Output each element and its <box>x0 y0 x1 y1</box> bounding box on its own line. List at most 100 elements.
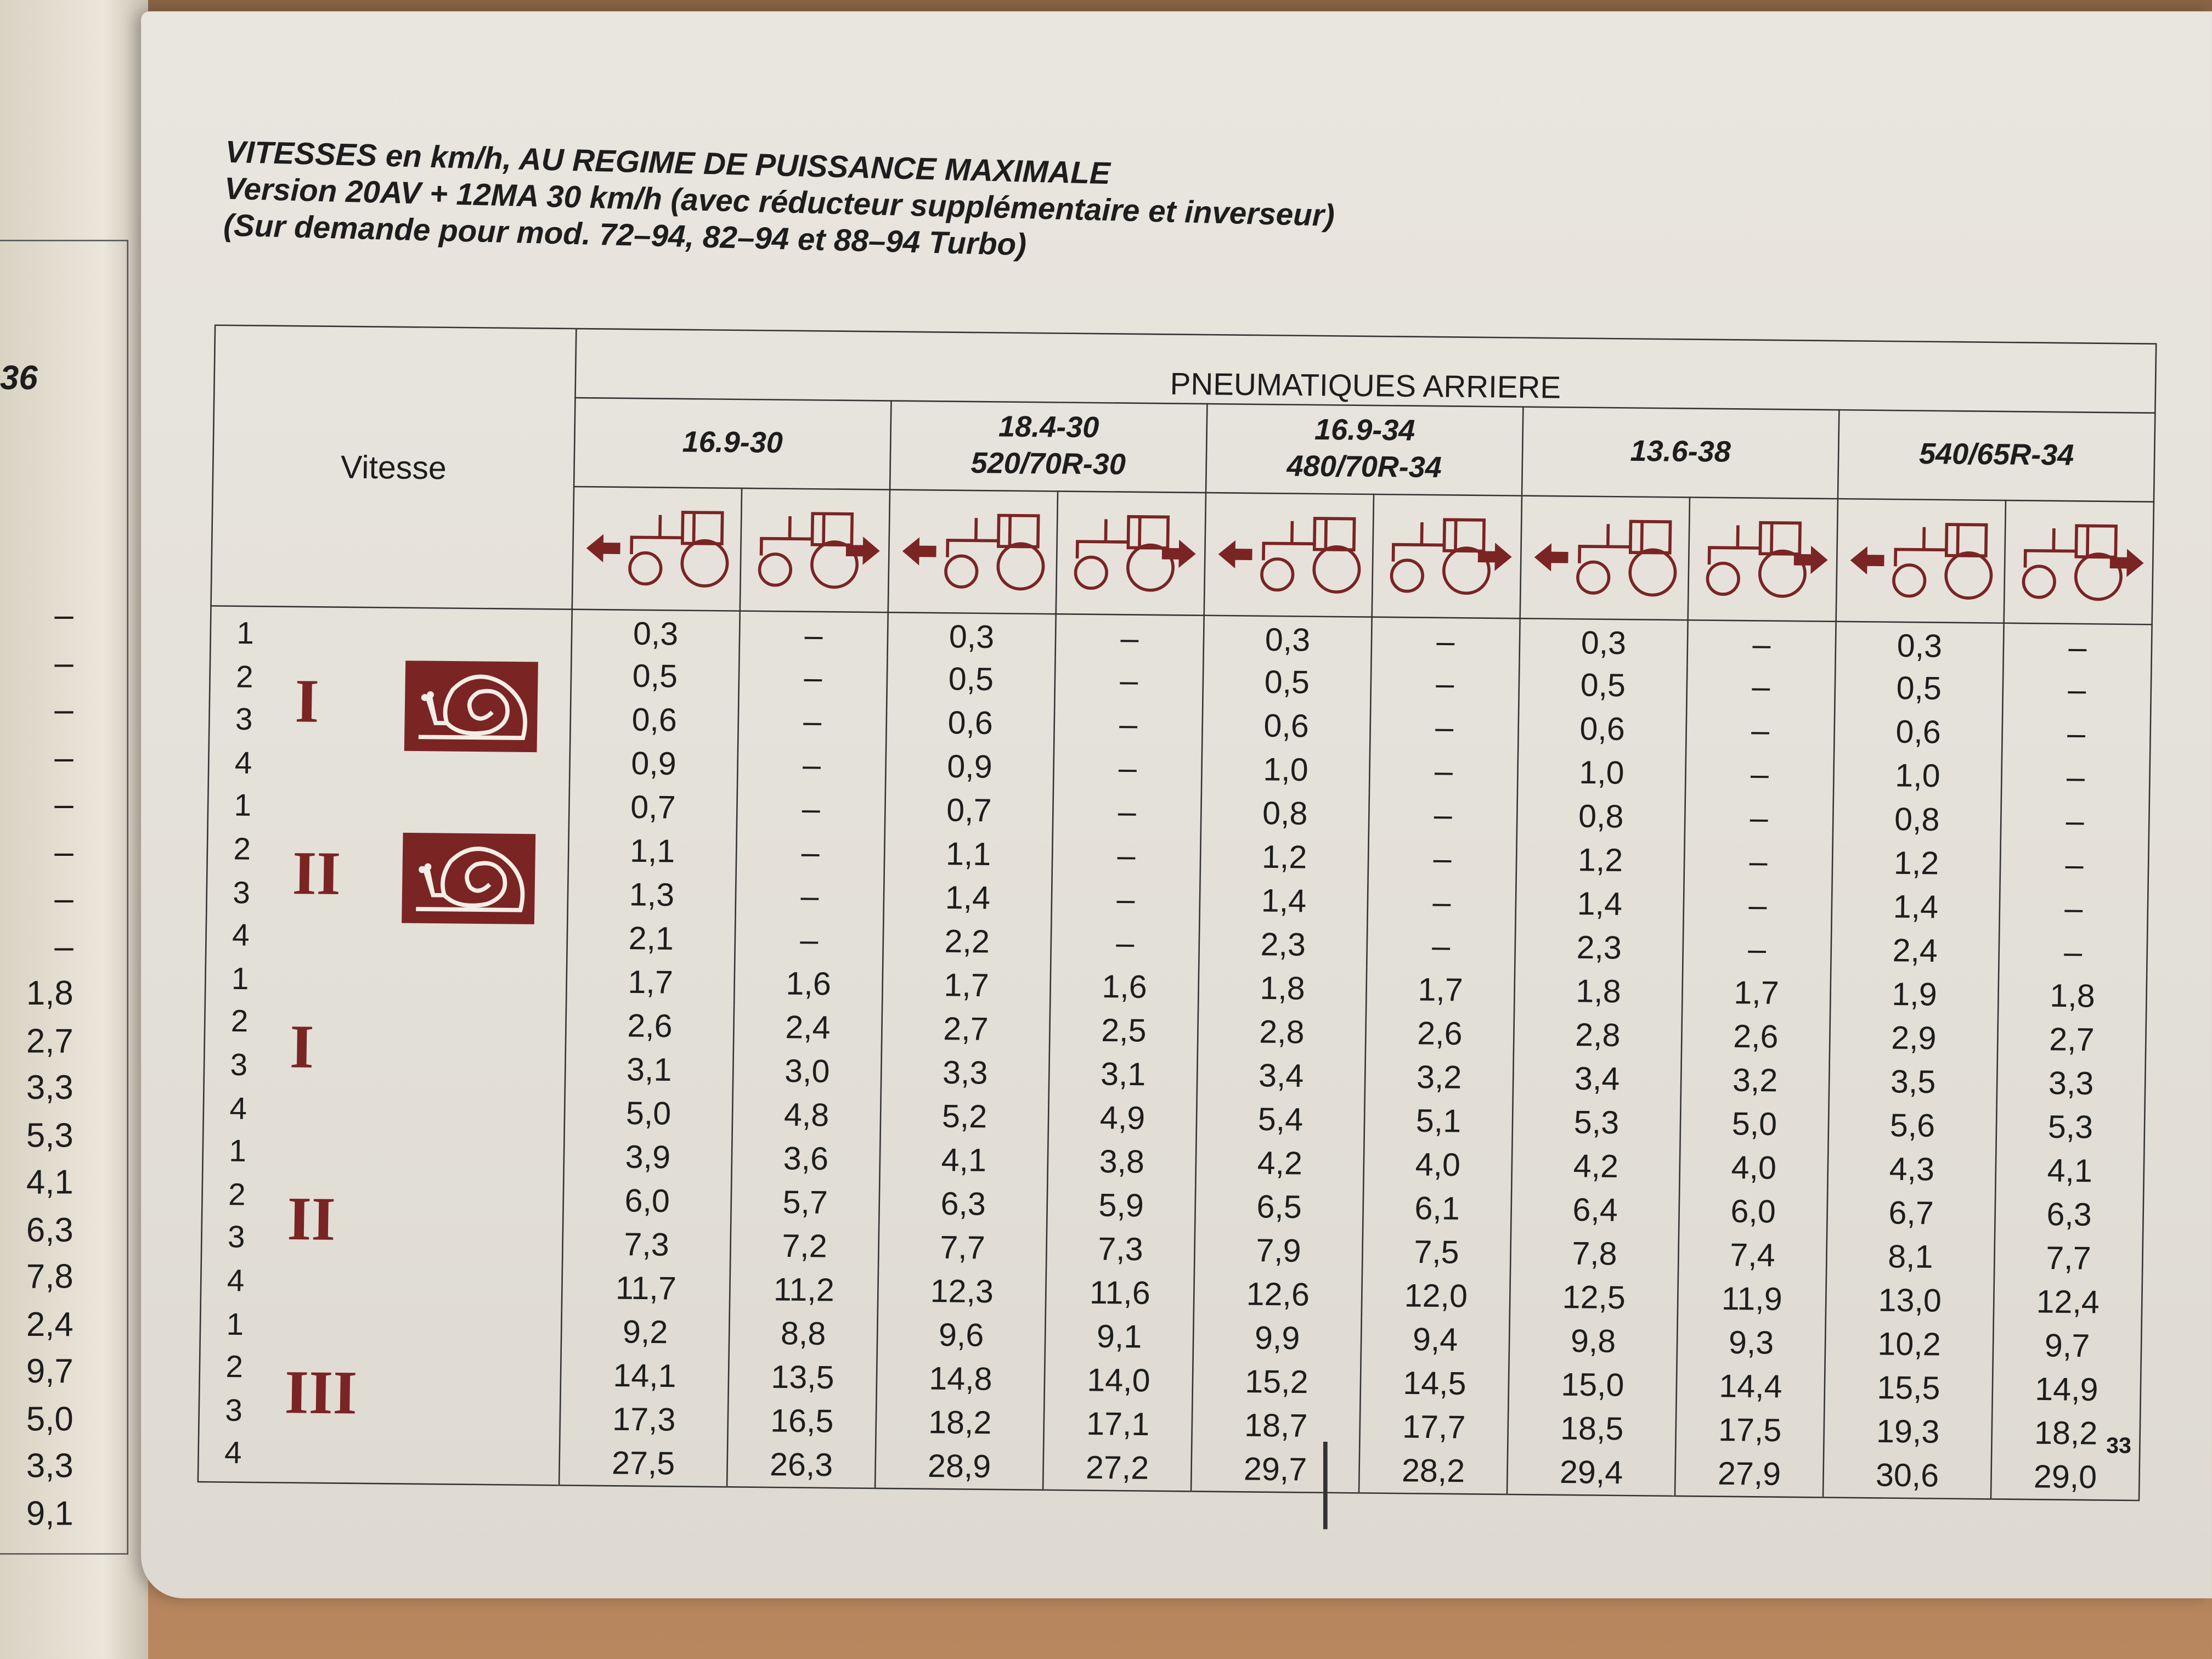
reverse-speed-cell: 3,6 <box>731 1136 881 1182</box>
forward-speed-cell: 0,5 <box>887 657 1056 702</box>
reverse-speed-cell: 1,7 <box>1682 970 1831 1016</box>
left-page-value: – <box>54 927 74 966</box>
reverse-speed-cell: – <box>738 699 887 744</box>
forward-speed-cell: 6,0 <box>563 1178 732 1224</box>
forward-speed-cell: 4,3 <box>1827 1147 1996 1192</box>
forward-speed-cell: 0,3 <box>1519 618 1688 665</box>
left-page-value: – <box>54 738 74 777</box>
reverse-speed-cell: – <box>1999 886 2148 932</box>
forward-speed-cell: 2,6 <box>565 1003 735 1049</box>
reverse-speed-cell: – <box>1367 923 1516 969</box>
tractor-reverse-arrow-right-icon <box>2004 500 2154 625</box>
vitesse-header: Vitesse <box>211 325 577 610</box>
tire-size-label: 540/65R-34 <box>1918 438 2074 472</box>
reverse-speed-cell: – <box>1371 617 1520 663</box>
forward-speed-cell: 0,8 <box>1200 791 1369 837</box>
reverse-speed-cell: 2,6 <box>1681 1014 1830 1059</box>
reverse-speed-cell: 1,7 <box>1366 967 1515 1013</box>
tire-size-label: 18.4-30 <box>998 411 1099 445</box>
left-page-value: – <box>54 786 74 824</box>
tire-size-label: 13.6-38 <box>1630 435 1731 469</box>
forward-speed-cell: 0,8 <box>1832 797 2001 843</box>
forward-speed-cell: 6,5 <box>1195 1184 1364 1230</box>
reverse-speed-cell: 7,5 <box>1362 1229 1511 1275</box>
left-page: 36 – – – – – – – – 1,8 2,7 3,3 5,3 4,1 6,3 7,8 2,4 9,7 5,… <box>0 0 148 1659</box>
reverse-speed-cell: 11,6 <box>1045 1270 1194 1316</box>
forward-speed-cell: 5,4 <box>1196 1097 1365 1143</box>
reverse-speed-cell: – <box>1053 746 1203 791</box>
reverse-speed-cell: – <box>1685 752 1835 797</box>
forward-speed-cell: 1,2 <box>1200 834 1369 881</box>
left-page-value: 3,3 <box>26 1447 74 1486</box>
reverse-speed-cell: – <box>736 830 885 876</box>
forward-speed-cell: 5,0 <box>564 1091 733 1136</box>
reverse-speed-cell: 9,3 <box>1677 1320 1826 1365</box>
reverse-speed-cell: 12,0 <box>1361 1273 1510 1319</box>
forward-speed-cell: 3,9 <box>563 1135 732 1180</box>
range-label: I <box>294 667 320 736</box>
reverse-speed-cell: – <box>1367 880 1516 926</box>
reverse-speed-cell: – <box>1368 836 1517 882</box>
gear-number: 1 <box>234 788 252 823</box>
gear-number: 4 <box>229 1090 247 1126</box>
forward-speed-cell: 0,5 <box>1519 663 1688 708</box>
forward-speed-cell: 4,2 <box>1511 1143 1680 1189</box>
reverse-speed-cell: – <box>1370 705 1519 751</box>
reverse-speed-cell: 3,2 <box>1364 1054 1514 1100</box>
reverse-speed-cell: – <box>1370 661 1520 707</box>
reverse-speed-cell: 14,4 <box>1676 1363 1825 1409</box>
reverse-speed-cell: 4,9 <box>1048 1095 1197 1141</box>
gear-number: 4 <box>224 1435 242 1471</box>
tire-size-label: 520/70R-30 <box>970 447 1126 482</box>
reverse-speed-cell: 3,2 <box>1680 1058 1830 1103</box>
reverse-speed-cell: 3,8 <box>1047 1139 1197 1184</box>
reverse-speed-cell: 13,5 <box>728 1355 877 1400</box>
reverse-speed-cell: 3,3 <box>1996 1060 2146 1106</box>
reverse-speed-cell: – <box>1051 877 1200 922</box>
tractor-reverse-arrow-right-icon <box>1056 491 1206 616</box>
forward-speed-cell: 9,8 <box>1509 1318 1678 1364</box>
forward-speed-cell: 27,5 <box>559 1440 728 1487</box>
forward-speed-cell: 6,3 <box>879 1181 1048 1227</box>
forward-speed-cell: 2,2 <box>883 919 1052 964</box>
forward-speed-cell: 1,0 <box>1517 750 1686 796</box>
left-page-value: 3,3 <box>26 1069 74 1108</box>
forward-speed-cell: 14,8 <box>876 1356 1045 1402</box>
reverse-speed-cell: 4,0 <box>1679 1145 1829 1190</box>
forward-speed-cell: 2,8 <box>1513 1012 1683 1058</box>
forward-speed-cell: 7,7 <box>878 1224 1047 1271</box>
forward-speed-cell: 2,7 <box>881 1006 1051 1052</box>
forward-speed-cell: 0,8 <box>1516 794 1685 839</box>
left-page-tire-size-fragment: 36 <box>0 359 38 398</box>
reverse-speed-cell: 9,4 <box>1361 1317 1510 1362</box>
reverse-speed-cell: 14,9 <box>1992 1367 2141 1412</box>
forward-speed-cell: 1,3 <box>567 872 736 918</box>
reverse-speed-cell: 17,5 <box>1675 1407 1825 1453</box>
forward-speed-cell: 6,7 <box>1827 1190 1996 1236</box>
forward-speed-cell: 5,2 <box>880 1093 1049 1139</box>
page-number: 33 <box>2106 1435 2131 1459</box>
gear-number: 2 <box>228 1176 246 1212</box>
forward-speed-cell: 9,9 <box>1193 1315 1362 1361</box>
reverse-speed-cell: – <box>1368 792 1517 838</box>
reverse-speed-cell: 14,5 <box>1360 1361 1509 1406</box>
reverse-speed-cell: – <box>1054 658 1204 704</box>
tractor-forward-arrow-left-icon <box>1204 493 1374 617</box>
gear-number: 3 <box>232 874 251 910</box>
left-page-value: – <box>54 691 74 730</box>
reverse-speed-cell: 2,7 <box>1997 1017 2146 1063</box>
forward-speed-cell: 18,2 <box>876 1400 1045 1446</box>
reverse-speed-cell: 5,1 <box>1364 1098 1513 1144</box>
tractor-forward-arrow-left-icon <box>1836 499 2006 623</box>
forward-speed-cell: 1,8 <box>1514 968 1683 1014</box>
reverse-speed-cell: 5,3 <box>1996 1104 2145 1150</box>
forward-speed-cell: 0,9 <box>569 741 738 787</box>
forward-speed-cell: 28,9 <box>875 1443 1044 1490</box>
forward-speed-cell: 1,7 <box>566 960 735 1005</box>
gear-number: 2 <box>225 1349 244 1385</box>
forward-speed-cell: 4,2 <box>1195 1141 1364 1186</box>
left-page-value: 5,0 <box>26 1400 74 1438</box>
reverse-speed-cell: 4,8 <box>732 1092 881 1138</box>
reverse-speed-cell: 17,1 <box>1043 1401 1193 1447</box>
reverse-speed-cell: – <box>1055 614 1204 660</box>
